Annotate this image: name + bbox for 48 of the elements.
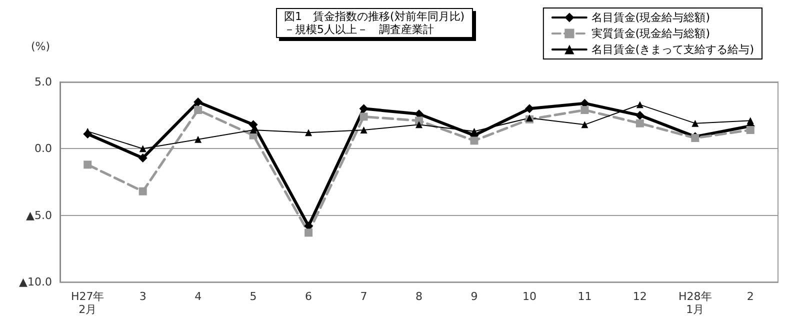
point: [84, 160, 92, 169]
point: [580, 106, 589, 114]
legend-label: 名目賃金(きまって支給する給与): [591, 43, 754, 56]
point: [581, 121, 588, 128]
point: [194, 136, 202, 143]
x-tick-label: 4: [194, 290, 202, 303]
point: [416, 121, 422, 128]
point: [248, 120, 258, 130]
point: [360, 126, 368, 134]
y-tick-label: ▲5.0: [26, 208, 52, 222]
y-axis-title: (%): [30, 40, 50, 53]
x-tick-label: 3: [139, 290, 146, 303]
x-tick-label: 9: [470, 290, 478, 303]
x-tick-label: H28年 1月: [678, 290, 712, 316]
x-tick-label: 5: [250, 290, 257, 303]
point: [360, 112, 368, 121]
chart-title: 図1 賃金指数の推移(対前年同月比): [284, 10, 465, 23]
point: [194, 106, 202, 114]
point: [359, 104, 368, 114]
point: [138, 154, 148, 162]
x-tick-label: 10: [522, 290, 536, 303]
x-tick-label: 7: [360, 290, 368, 303]
y-tick-label: 5.0: [34, 76, 52, 88]
x-tick-label: 11: [578, 290, 592, 303]
x-tick-label: 8: [416, 290, 422, 303]
y-tick-label: 0.0: [34, 142, 52, 156]
point: [636, 101, 644, 108]
y-tick-label: ▲10.0: [19, 276, 52, 288]
point: [139, 145, 146, 152]
point: [138, 187, 147, 196]
x-tick-label: 12: [632, 290, 647, 303]
x-tick-label: 2: [746, 290, 754, 303]
point: [746, 126, 754, 134]
point: [415, 116, 423, 125]
chart-subtitle: －規模5人以上－ 調査産業計: [284, 23, 434, 36]
point: [524, 104, 534, 114]
legend-label: 名目賃金(現金給与総額): [591, 11, 710, 24]
point: [304, 228, 313, 237]
point: [746, 117, 754, 124]
x-tick-label: H27年 2月: [70, 290, 104, 316]
legend-label: 実質賃金(現金給与総額): [591, 27, 710, 40]
point: [636, 119, 644, 128]
point: [470, 136, 478, 145]
point: [635, 110, 644, 120]
x-tick-label: 6: [305, 290, 312, 303]
point: [194, 98, 203, 106]
point: [305, 129, 312, 136]
point: [692, 120, 699, 127]
